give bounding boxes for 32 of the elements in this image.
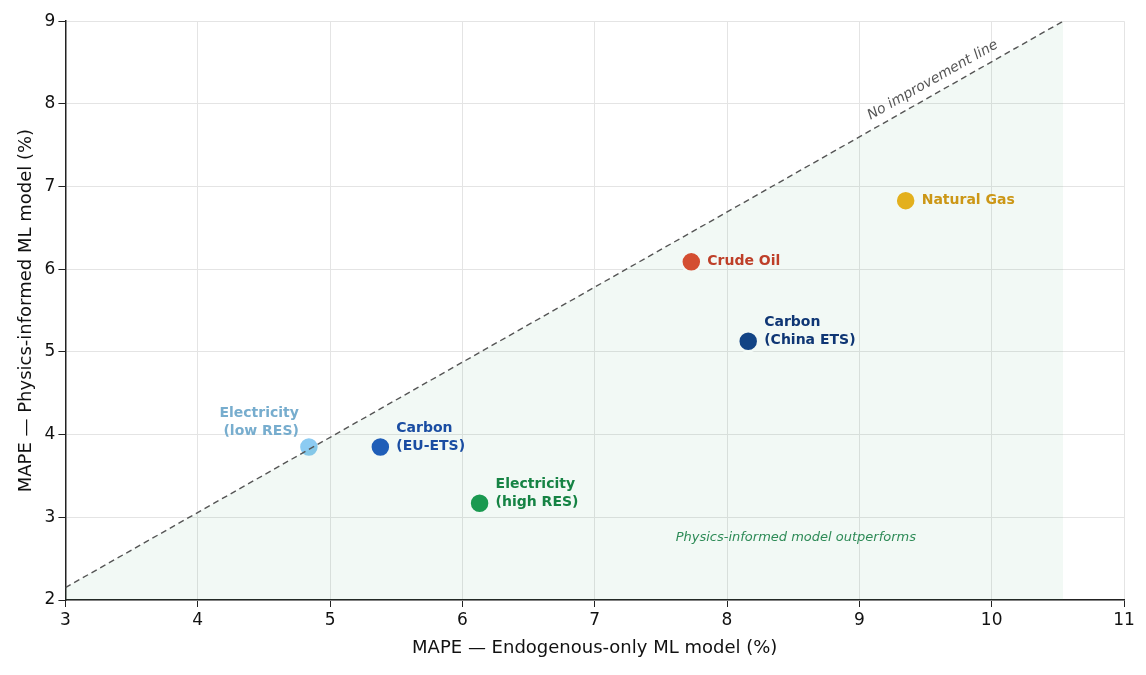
y-tick-label: 6 [44,257,56,278]
series-label: Electricity (low RES) [219,404,299,439]
point [680,250,703,274]
x-tick-label: 8 [721,608,733,629]
point [369,435,392,459]
series-label: Crude Oil [707,252,781,269]
x-tick-label: 7 [589,608,601,629]
x-tick-label: 10 [980,608,1003,629]
point [297,435,321,459]
y-tick-label: 5 [44,340,56,361]
point [736,329,760,353]
x-tick-label: 11 [1113,608,1135,629]
x-axis-title: MAPE — Endogenous-only ML model (%) [412,635,778,657]
y-axis-title: MAPE — Physics-informed ML model (%) [14,128,36,493]
series-label: Carbon (China ETS) [764,312,856,347]
y-tick-label: 7 [44,174,56,195]
series-label: Natural Gas [921,191,1015,208]
y-tick-label: 2 [44,588,56,609]
y-tick-label: 3 [44,505,56,526]
y-tick-label: 4 [44,423,56,444]
point [468,492,491,515]
y-tick-label: 8 [44,92,56,113]
series-label: Electricity (high RES) [495,474,579,509]
x-tick-label: 3 [60,608,71,629]
annotation: Physics-informed model outperforms [675,529,917,545]
x-tick-label: 9 [853,608,865,629]
point [894,189,917,212]
y-tick-label: 9 [44,9,56,30]
x-tick-label: 5 [324,608,336,629]
series-label: Carbon (EU-ETS) [396,418,466,453]
x-tick-label: 4 [192,608,204,629]
x-tick-label: 6 [456,608,468,629]
